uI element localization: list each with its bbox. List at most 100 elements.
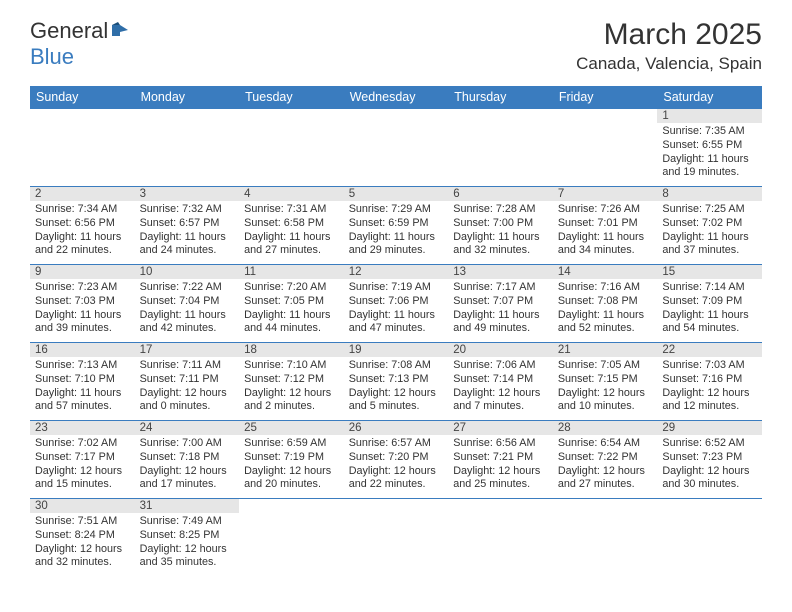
calendar-cell: 10Sunrise: 7:22 AMSunset: 7:04 PMDayligh… [135, 265, 240, 343]
day-header: Wednesday [344, 86, 449, 109]
calendar-cell: 21Sunrise: 7:05 AMSunset: 7:15 PMDayligh… [553, 343, 658, 421]
calendar-cell: 7Sunrise: 7:26 AMSunset: 7:01 PMDaylight… [553, 187, 658, 265]
day-number: 17 [135, 343, 240, 357]
day-number: 31 [135, 499, 240, 513]
calendar-cell: 30Sunrise: 7:51 AMSunset: 8:24 PMDayligh… [30, 499, 135, 577]
day-number: 14 [553, 265, 658, 279]
day-data: Sunrise: 7:02 AMSunset: 7:17 PMDaylight:… [30, 435, 135, 494]
day-number: 3 [135, 187, 240, 201]
calendar-cell: 11Sunrise: 7:20 AMSunset: 7:05 PMDayligh… [239, 265, 344, 343]
day-data: Sunrise: 7:00 AMSunset: 7:18 PMDaylight:… [135, 435, 240, 494]
calendar-cell: 27Sunrise: 6:56 AMSunset: 7:21 PMDayligh… [448, 421, 553, 499]
day-number: 21 [553, 343, 658, 357]
location-label: Canada, Valencia, Spain [576, 54, 762, 74]
calendar-cell: 22Sunrise: 7:03 AMSunset: 7:16 PMDayligh… [657, 343, 762, 421]
calendar-cell-empty [553, 109, 658, 187]
day-header: Friday [553, 86, 658, 109]
calendar-cell-empty [239, 499, 344, 577]
day-data: Sunrise: 7:11 AMSunset: 7:11 PMDaylight:… [135, 357, 240, 416]
day-data: Sunrise: 7:03 AMSunset: 7:16 PMDaylight:… [657, 357, 762, 416]
day-data: Sunrise: 6:56 AMSunset: 7:21 PMDaylight:… [448, 435, 553, 494]
day-number: 24 [135, 421, 240, 435]
day-data: Sunrise: 7:06 AMSunset: 7:14 PMDaylight:… [448, 357, 553, 416]
day-data: Sunrise: 7:10 AMSunset: 7:12 PMDaylight:… [239, 357, 344, 416]
title-block: March 2025 Canada, Valencia, Spain [576, 18, 762, 74]
day-number: 2 [30, 187, 135, 201]
flag-icon [112, 22, 134, 40]
day-data: Sunrise: 7:22 AMSunset: 7:04 PMDaylight:… [135, 279, 240, 338]
day-number: 7 [553, 187, 658, 201]
calendar-cell: 4Sunrise: 7:31 AMSunset: 6:58 PMDaylight… [239, 187, 344, 265]
calendar-cell: 31Sunrise: 7:49 AMSunset: 8:25 PMDayligh… [135, 499, 240, 577]
day-number: 28 [553, 421, 658, 435]
day-number: 5 [344, 187, 449, 201]
day-number: 23 [30, 421, 135, 435]
day-number: 12 [344, 265, 449, 279]
calendar-cell-empty [448, 109, 553, 187]
calendar-cell: 13Sunrise: 7:17 AMSunset: 7:07 PMDayligh… [448, 265, 553, 343]
day-header: Saturday [657, 86, 762, 109]
day-number: 15 [657, 265, 762, 279]
calendar-cell: 5Sunrise: 7:29 AMSunset: 6:59 PMDaylight… [344, 187, 449, 265]
calendar-cell-empty [135, 109, 240, 187]
day-number: 6 [448, 187, 553, 201]
calendar-cell: 25Sunrise: 6:59 AMSunset: 7:19 PMDayligh… [239, 421, 344, 499]
calendar-cell-empty [344, 499, 449, 577]
calendar-cell: 20Sunrise: 7:06 AMSunset: 7:14 PMDayligh… [448, 343, 553, 421]
day-data: Sunrise: 6:59 AMSunset: 7:19 PMDaylight:… [239, 435, 344, 494]
day-data: Sunrise: 7:16 AMSunset: 7:08 PMDaylight:… [553, 279, 658, 338]
day-data: Sunrise: 7:05 AMSunset: 7:15 PMDaylight:… [553, 357, 658, 416]
calendar-row: 2Sunrise: 7:34 AMSunset: 6:56 PMDaylight… [30, 187, 762, 265]
logo-text-2: Blue [30, 44, 74, 70]
day-number: 26 [344, 421, 449, 435]
day-number: 27 [448, 421, 553, 435]
day-data: Sunrise: 7:29 AMSunset: 6:59 PMDaylight:… [344, 201, 449, 260]
day-data: Sunrise: 7:34 AMSunset: 6:56 PMDaylight:… [30, 201, 135, 260]
day-data: Sunrise: 6:52 AMSunset: 7:23 PMDaylight:… [657, 435, 762, 494]
day-number: 29 [657, 421, 762, 435]
day-data: Sunrise: 7:51 AMSunset: 8:24 PMDaylight:… [30, 513, 135, 572]
day-data: Sunrise: 7:32 AMSunset: 6:57 PMDaylight:… [135, 201, 240, 260]
day-number: 20 [448, 343, 553, 357]
calendar-cell: 24Sunrise: 7:00 AMSunset: 7:18 PMDayligh… [135, 421, 240, 499]
day-data: Sunrise: 7:28 AMSunset: 7:00 PMDaylight:… [448, 201, 553, 260]
calendar-cell: 19Sunrise: 7:08 AMSunset: 7:13 PMDayligh… [344, 343, 449, 421]
calendar-cell: 16Sunrise: 7:13 AMSunset: 7:10 PMDayligh… [30, 343, 135, 421]
day-data: Sunrise: 7:14 AMSunset: 7:09 PMDaylight:… [657, 279, 762, 338]
day-number: 4 [239, 187, 344, 201]
day-header: Monday [135, 86, 240, 109]
day-number: 30 [30, 499, 135, 513]
calendar-cell: 14Sunrise: 7:16 AMSunset: 7:08 PMDayligh… [553, 265, 658, 343]
calendar-cell: 17Sunrise: 7:11 AMSunset: 7:11 PMDayligh… [135, 343, 240, 421]
day-header: Thursday [448, 86, 553, 109]
calendar-cell-empty [448, 499, 553, 577]
calendar-row: 23Sunrise: 7:02 AMSunset: 7:17 PMDayligh… [30, 421, 762, 499]
day-data: Sunrise: 7:35 AMSunset: 6:55 PMDaylight:… [657, 123, 762, 182]
day-data: Sunrise: 7:17 AMSunset: 7:07 PMDaylight:… [448, 279, 553, 338]
calendar-cell-empty [30, 109, 135, 187]
calendar-row: 1Sunrise: 7:35 AMSunset: 6:55 PMDaylight… [30, 109, 762, 187]
day-number: 9 [30, 265, 135, 279]
calendar-cell: 9Sunrise: 7:23 AMSunset: 7:03 PMDaylight… [30, 265, 135, 343]
calendar-cell-empty [553, 499, 658, 577]
calendar-cell: 26Sunrise: 6:57 AMSunset: 7:20 PMDayligh… [344, 421, 449, 499]
calendar-cell: 12Sunrise: 7:19 AMSunset: 7:06 PMDayligh… [344, 265, 449, 343]
day-data: Sunrise: 7:23 AMSunset: 7:03 PMDaylight:… [30, 279, 135, 338]
calendar-row: 9Sunrise: 7:23 AMSunset: 7:03 PMDaylight… [30, 265, 762, 343]
calendar-row: 30Sunrise: 7:51 AMSunset: 8:24 PMDayligh… [30, 499, 762, 577]
day-header-row: SundayMondayTuesdayWednesdayThursdayFrid… [30, 86, 762, 109]
day-number: 25 [239, 421, 344, 435]
day-number: 13 [448, 265, 553, 279]
calendar-cell-empty [657, 499, 762, 577]
page-header: General March 2025 Canada, Valencia, Spa… [0, 0, 792, 78]
day-header: Sunday [30, 86, 135, 109]
day-data: Sunrise: 7:13 AMSunset: 7:10 PMDaylight:… [30, 357, 135, 416]
day-data: Sunrise: 7:26 AMSunset: 7:01 PMDaylight:… [553, 201, 658, 260]
calendar-cell: 3Sunrise: 7:32 AMSunset: 6:57 PMDaylight… [135, 187, 240, 265]
calendar-cell: 6Sunrise: 7:28 AMSunset: 7:00 PMDaylight… [448, 187, 553, 265]
day-number: 16 [30, 343, 135, 357]
logo: General [30, 18, 136, 44]
calendar-row: 16Sunrise: 7:13 AMSunset: 7:10 PMDayligh… [30, 343, 762, 421]
calendar-cell: 23Sunrise: 7:02 AMSunset: 7:17 PMDayligh… [30, 421, 135, 499]
calendar-cell: 15Sunrise: 7:14 AMSunset: 7:09 PMDayligh… [657, 265, 762, 343]
